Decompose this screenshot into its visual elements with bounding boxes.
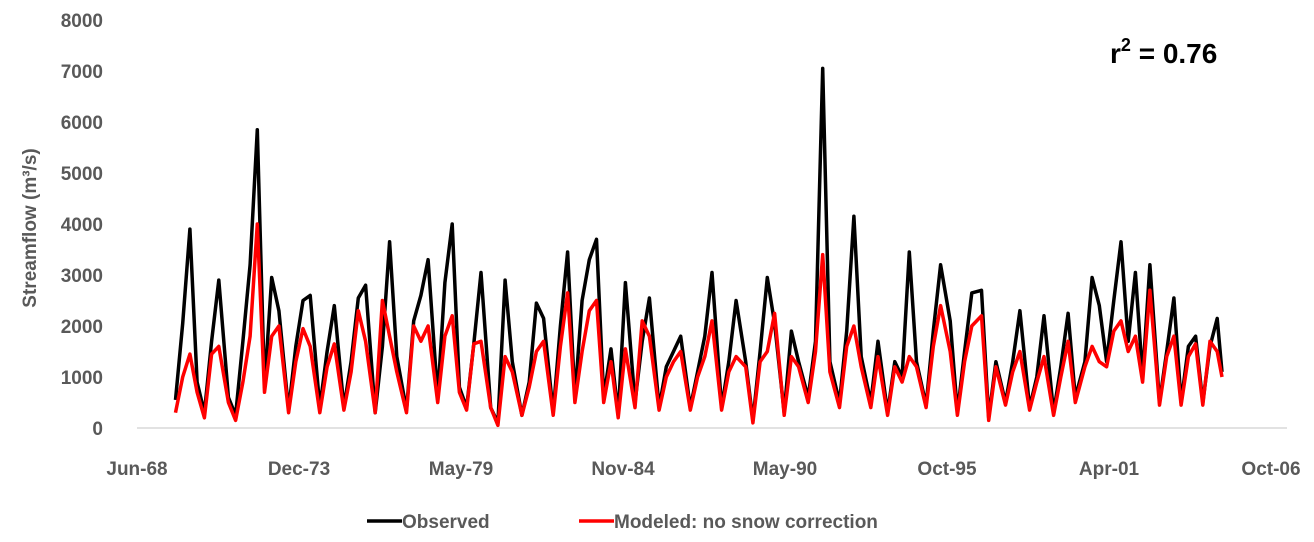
y-tick-label: 6000 xyxy=(61,113,103,134)
legend: Observed Modeled: no snow correction xyxy=(367,512,878,533)
r-superscript: 2 xyxy=(1121,35,1131,55)
legend-label-modeled: Modeled: no snow correction xyxy=(614,512,878,533)
y-tick-label: 1000 xyxy=(61,368,103,389)
r-value: = 0.76 xyxy=(1131,38,1217,69)
legend-label-observed: Observed xyxy=(402,512,490,533)
y-tick-label: 3000 xyxy=(61,266,103,287)
x-tick-label: Oct-06 xyxy=(1241,459,1300,480)
x-tick-labels: Jun-68 Dec-73 May-79 Nov-84 May-90 Oct-95 Apr-… xyxy=(106,459,1300,480)
x-tick-label: Jun-68 xyxy=(106,459,167,480)
x-tick-label: May-79 xyxy=(429,459,493,480)
y-tick-label: 5000 xyxy=(61,164,103,185)
y-tick-label: 2000 xyxy=(61,317,103,338)
y-tick-label: 7000 xyxy=(61,62,103,83)
x-tick-label: May-90 xyxy=(753,459,817,480)
r-squared-annotation: r2 = 0.76 xyxy=(1110,35,1217,69)
x-tick-label: Nov-84 xyxy=(591,459,655,480)
y-axis-title: Streamflow (m³/s) xyxy=(20,148,41,307)
r-base: r xyxy=(1110,38,1121,69)
x-tick-label: Apr-01 xyxy=(1079,459,1140,480)
x-tick-label: Oct-95 xyxy=(917,459,977,480)
x-tick-label: Dec-73 xyxy=(268,459,330,480)
y-tick-label: 8000 xyxy=(61,11,103,32)
y-tick-labels: 0 1000 2000 3000 4000 5000 6000 7000 8000 xyxy=(61,11,103,440)
modeled-series-line xyxy=(173,222,1224,428)
y-tick-label: 4000 xyxy=(61,215,103,236)
series-layer xyxy=(173,66,1224,428)
y-tick-label: 0 xyxy=(92,419,103,440)
